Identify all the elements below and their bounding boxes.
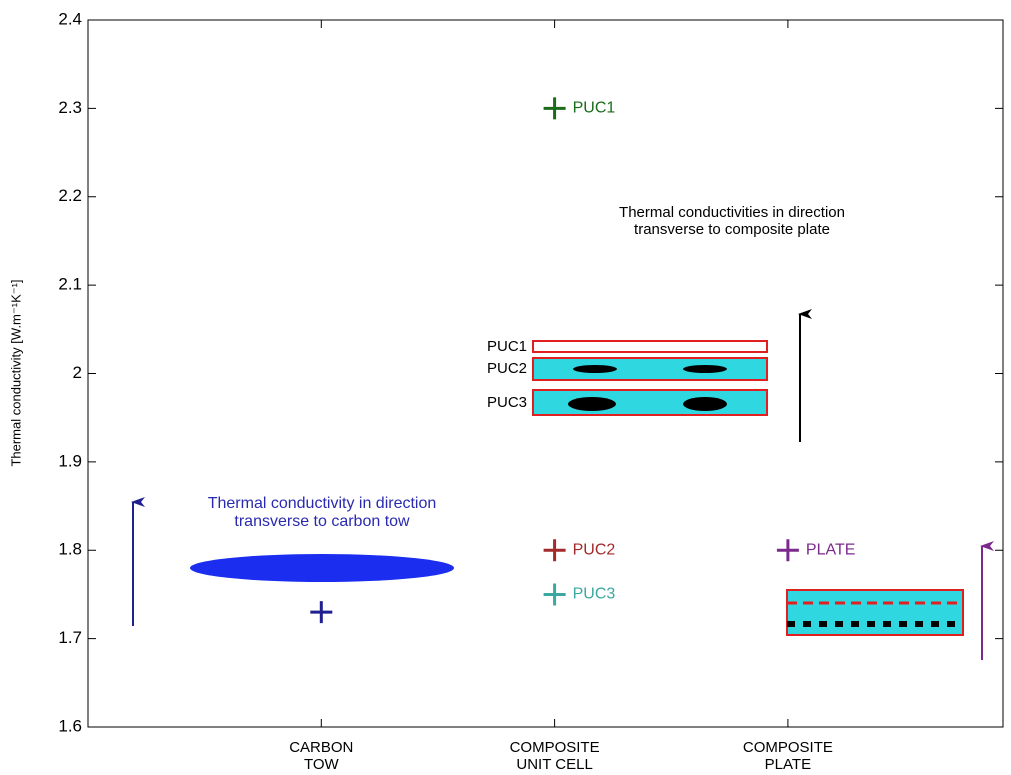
chart-svg: Thermal conductivity [W.m⁻¹K⁻¹] 1.6 1.7 1.… bbox=[0, 0, 1011, 775]
x-tick-label: COMPOSITE UNIT CELL bbox=[510, 739, 600, 774]
chart: Thermal conductivity [W.m⁻¹K⁻¹] 1.6 1.7 1.… bbox=[0, 0, 1011, 775]
point bbox=[777, 539, 799, 561]
y-tick-label: 1.9 bbox=[58, 451, 82, 470]
y-tick-label: 2.2 bbox=[58, 186, 82, 205]
point bbox=[310, 601, 332, 623]
point-label: PLATE bbox=[806, 541, 856, 558]
y-tick-label: 1.6 bbox=[58, 716, 82, 735]
x-tick-label: COMPOSITE PLATE bbox=[743, 739, 833, 774]
y-axis-label: Thermal conductivity [W.m⁻¹K⁻¹] bbox=[8, 279, 23, 466]
unit-cell-image bbox=[533, 341, 767, 415]
inset-label: PUC2 bbox=[487, 360, 527, 377]
x-tick-label: CARBON TOW bbox=[289, 739, 353, 774]
point bbox=[544, 539, 566, 561]
point-label: PUC2 bbox=[573, 541, 616, 558]
y-tick-label: 1.8 bbox=[58, 540, 82, 559]
point-label: PUC1 bbox=[573, 100, 616, 117]
inset-label: PUC1 bbox=[487, 338, 527, 355]
annotation: Thermal conductivity in direction transv… bbox=[208, 495, 437, 532]
point bbox=[544, 97, 566, 119]
y-tick-label: 1.7 bbox=[58, 628, 82, 647]
inset-label: PUC3 bbox=[487, 394, 527, 411]
plate-image bbox=[787, 590, 963, 635]
tow-image bbox=[190, 554, 454, 582]
y-tick-label: 2.1 bbox=[58, 275, 82, 294]
y-tick-label: 2.3 bbox=[58, 98, 82, 117]
point-label: PUC3 bbox=[573, 586, 616, 603]
y-tick-label: 2.4 bbox=[58, 9, 82, 28]
point bbox=[544, 583, 566, 605]
annotation: Thermal conductivities in direction tran… bbox=[619, 204, 845, 239]
y-tick-label: 2 bbox=[73, 363, 82, 382]
